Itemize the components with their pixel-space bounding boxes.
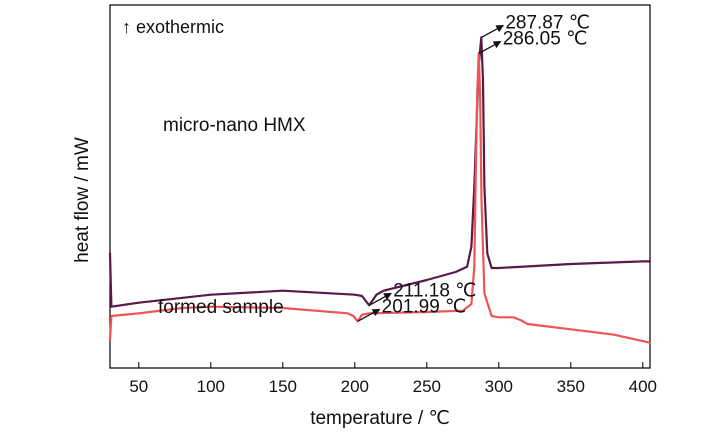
series-label-formed-sample: formed sample: [158, 297, 284, 318]
annotation-arrow: [368, 292, 392, 306]
x-axis-title: temperature / ℃: [310, 408, 450, 429]
exothermic-note: ↑ exothermic: [122, 17, 224, 37]
plot-frame: [109, 4, 651, 369]
peak-annotation-label: 211.18 ℃: [393, 280, 476, 301]
series-label-layer: micro-nano HMX formed sample: [158, 115, 306, 318]
series-line-formed-sample: [108, 52, 652, 344]
series-layer: [108, 36, 652, 344]
x-tick-label: 50: [129, 377, 148, 396]
series-line-micro-nano-hmx: [108, 36, 652, 308]
annotation-layer: 287.87 ℃ 211.18 ℃ 286.05 ℃ 201.99 ℃: [357, 12, 590, 322]
x-axis-ticks: 50 100 150 200 250 300 350 400: [129, 362, 657, 396]
y-axis-title: heat flow / mW: [72, 137, 93, 263]
x-tick-label: 150: [269, 377, 297, 396]
peak-annotation-label: 201.99 ℃: [382, 296, 467, 317]
x-tick-label: 100: [197, 377, 225, 396]
x-tick-label: 250: [413, 377, 441, 396]
annotation-arrow: [481, 24, 505, 38]
annotation-arrow: [478, 40, 502, 54]
peak-annotation-label: 286.05 ℃: [503, 28, 588, 49]
annotation-arrow: [357, 308, 381, 322]
x-tick-label: 400: [629, 377, 657, 396]
x-tick-label: 350: [557, 377, 585, 396]
peak-annotation-label: 287.87 ℃: [505, 12, 590, 33]
x-tick-label: 300: [485, 377, 513, 396]
series-label-micro-nano-hmx: micro-nano HMX: [163, 115, 306, 136]
x-tick-label: 200: [341, 377, 369, 396]
